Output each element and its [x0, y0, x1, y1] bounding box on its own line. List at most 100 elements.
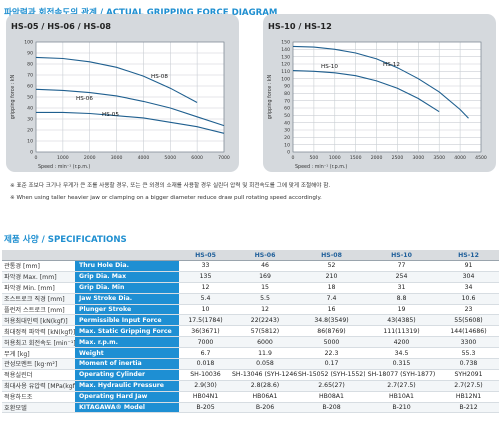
- y-tick-label: 100: [24, 40, 33, 46]
- spec-value: B-205: [179, 402, 232, 414]
- plot-border: [35, 41, 225, 153]
- series-line-hs-05: [36, 111, 225, 134]
- spec-label-en: Moment of inertia: [75, 358, 179, 370]
- diagram-title-kr: 파악력과 회전속도의 관계 /: [4, 8, 107, 18]
- spec-row: 최대정적 파악력 [kN(kgf)] Max. Static Gripping F…: [2, 325, 499, 338]
- spec-value: 5000: [298, 336, 365, 349]
- spec-value: SH-13046 (SYH-1246): [232, 369, 298, 381]
- y-tick-label: 0: [30, 150, 33, 156]
- spec-row: 조스트로크 직경 [mm] Jaw Stroke Dia. 5.4 5.5 7.4 8.8…: [2, 293, 499, 305]
- spec-label-en: Jaw Stroke Dia.: [75, 293, 179, 305]
- spec-value: SYH2091: [438, 369, 499, 381]
- spec-label-kr: 무게 [kg]: [2, 347, 75, 360]
- x-tick-label: 0: [35, 155, 38, 161]
- x-tick-label: 6000: [191, 155, 203, 161]
- spec-value: 6.7: [179, 347, 232, 360]
- spec-value: 55.3: [438, 347, 499, 360]
- spec-label-kr: 허용최고 회전속도 [min⁻¹]: [2, 336, 75, 349]
- spec-row: 파악경 Max. [mm] Grip Dia. Max 135 169 210 254 30…: [2, 271, 499, 283]
- spec-label-kr: 관성모멘트 [kg·m²]: [2, 358, 75, 370]
- x-tick-label: 1000: [57, 155, 69, 161]
- y-tick-label: 10: [284, 142, 290, 148]
- y-tick-label: 50: [27, 95, 33, 101]
- spec-model-header: HS-05: [179, 250, 232, 261]
- plot-border: [292, 41, 482, 153]
- spec-value: 7000: [179, 336, 232, 349]
- series-label: HS-08: [151, 74, 168, 80]
- chart-panel-right: 0 500 1000 1500 2000 2500 3000 3500 4000 4500 0 10 2…: [263, 14, 496, 172]
- y-tick-label: 40: [27, 106, 33, 112]
- spec-row: 무게 [kg] Weight 6.7 11.9 22.3 34.5 55.3: [2, 347, 499, 360]
- spec-label-en: Thru Hole Dia.: [75, 260, 179, 272]
- y-tick-label: 20: [27, 128, 33, 134]
- x-tick-label: 3000: [412, 155, 424, 161]
- spec-row: 파악경 Min. [mm] Grip Dia. Min 12 15 18 31 34: [2, 282, 499, 294]
- spec-label-kr: 파악경 Min. [mm]: [2, 282, 75, 294]
- y-tick-label: 80: [284, 91, 290, 97]
- diagram-title-en: ACTUAL GRIPPING FORCE DIAGRAM: [106, 8, 278, 18]
- spec-value: SH-15052 (SYH-1552): [298, 369, 365, 381]
- spec-value: 18: [298, 282, 365, 294]
- spec-value: HB04N1: [179, 391, 232, 403]
- y-tick-label: 50: [284, 113, 290, 119]
- x-tick-label: 1000: [329, 155, 341, 161]
- spec-value: HB12N1: [438, 391, 499, 403]
- spec-value: 52: [298, 260, 365, 272]
- y-tick-label: 110: [281, 69, 290, 75]
- y-tick-label: 100: [281, 76, 290, 82]
- spec-value: 12: [232, 304, 298, 316]
- y-tick-label: 60: [284, 106, 290, 112]
- spec-value: HB10A1: [365, 391, 438, 403]
- x-tick-label: 3000: [111, 155, 123, 161]
- spec-value: 10: [179, 304, 232, 316]
- spec-row: 호환모델 KITAGAWA® Model B-205 B-206 B-208 B-210 B…: [2, 402, 499, 414]
- spec-value: 144(14686): [438, 325, 499, 338]
- x-tick-label: 4000: [454, 155, 466, 161]
- spec-value: 2.7(27.5): [365, 380, 438, 392]
- spec-label-kr: 관통경 [mm]: [2, 260, 75, 272]
- series-line-hs-10: [292, 70, 440, 113]
- spec-value: 0.17: [298, 358, 365, 370]
- spec-value: 19: [365, 304, 438, 316]
- spec-value: B-210: [365, 402, 438, 414]
- spec-model-header: HS-06: [232, 250, 298, 261]
- y-axis-label: gripping force : kN: [10, 74, 16, 119]
- x-tick-label: 1500: [350, 155, 362, 161]
- plot-area: [293, 42, 481, 152]
- note-kr: ※ 표준 조보다 크기나 무게가 큰 조를 사용할 경우, 또는 큰 외경의 소…: [10, 183, 331, 189]
- spec-label-kr: 호환모델: [2, 402, 75, 414]
- y-tick-label: 70: [284, 98, 290, 104]
- spec-value: 34: [438, 282, 499, 294]
- spec-value: 17.5(1784): [179, 314, 232, 327]
- spec-value: 77: [365, 260, 438, 272]
- spec-value: 23: [438, 304, 499, 316]
- spec-value: 2.9(30): [179, 380, 232, 392]
- spec-value: 5.4: [179, 293, 232, 305]
- spec-value: 22(2243): [232, 314, 298, 327]
- spec-value: 210: [298, 271, 365, 283]
- spec-value: 2.8(28.6): [232, 380, 298, 392]
- spec-label-kr: 조스트로크 직경 [mm]: [2, 293, 75, 305]
- y-tick-label: 20: [284, 135, 290, 141]
- spec-value: 304: [438, 271, 499, 283]
- chart-left: 0 1000 2000 3000 4000 5000 6000 7000 0 10 20 30 40 50…: [10, 21, 230, 170]
- series-line-hs-12: [292, 45, 469, 119]
- spec-value: 46: [232, 260, 298, 272]
- x-tick-label: 500: [309, 155, 318, 161]
- spec-value: 43(4385): [365, 314, 438, 327]
- spec-section-title: 제품 사양 / SPECIFICATIONS: [4, 233, 127, 245]
- spec-value: 6000: [232, 336, 298, 349]
- x-tick-label: 4500: [475, 155, 487, 161]
- spec-label-en: Operating Cylinder: [75, 369, 179, 381]
- spec-value: 31: [365, 282, 438, 294]
- spec-model-header: HS-12: [438, 250, 499, 261]
- x-tick-label: 2000: [371, 155, 383, 161]
- spec-row: 관통경 [mm] Thru Hole Dia. 33 46 52 77 91: [2, 260, 499, 272]
- spec-value: HB08A1: [298, 391, 365, 403]
- spec-title-kr: 제품 사양 /: [4, 235, 48, 245]
- note-en: ※ When using taller heavier jaw or clamp…: [10, 195, 322, 201]
- y-tick-label: 120: [281, 62, 290, 68]
- y-tick-label: 60: [27, 84, 33, 90]
- spec-value: 3300: [438, 336, 499, 349]
- spec-label-kr: 적용하드조: [2, 391, 75, 403]
